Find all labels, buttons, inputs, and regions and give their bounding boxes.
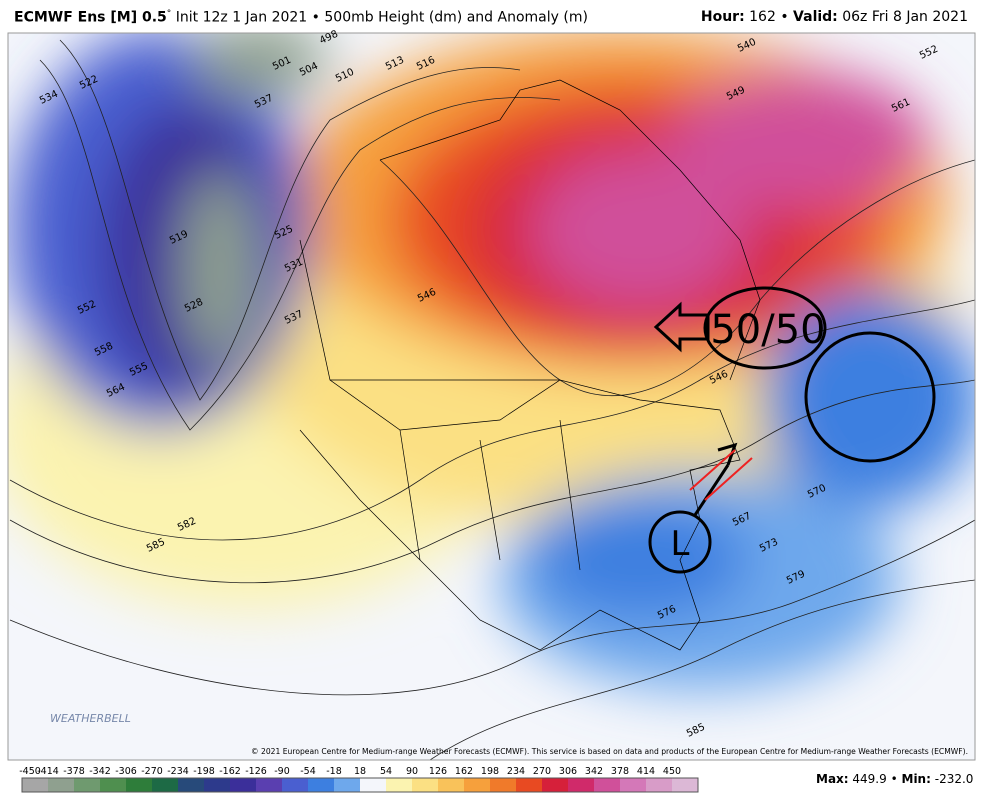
colorbar-swatch — [412, 778, 439, 792]
arrow — [653, 301, 710, 353]
sep: • — [891, 772, 898, 786]
low-circle-small — [648, 510, 712, 574]
low-label: L — [671, 524, 690, 564]
logo: WEATHERBELL — [50, 712, 131, 725]
colorbar-swatch — [542, 778, 569, 792]
header: ECMWF Ens [M] 0.5° Init 12z 1 Jan 2021 •… — [0, 0, 984, 32]
colorbar-swatch — [386, 778, 413, 792]
colorbar-tick-label: -342 — [89, 766, 111, 777]
colorbar-swatch — [438, 778, 465, 792]
colorbar-swatch — [282, 778, 309, 792]
colorbar-swatch — [126, 778, 153, 792]
colorbar-tick-label: -126 — [245, 766, 267, 777]
max: 449.9 — [852, 772, 886, 786]
colorbar-tick-label: 306 — [559, 766, 577, 777]
header-right: Hour: 162 • Valid: 06z Fri 8 Jan 2021 — [701, 9, 968, 25]
footer: Max: 449.9 • Min: -232.0 — [816, 772, 973, 786]
colorbar-tick-label: 126 — [429, 766, 447, 777]
colorbar: -450-414 -378 -342 -306 -270 -234 -198 -162 -126… — [19, 766, 699, 793]
min-label: Min: — [902, 772, 931, 786]
colorbar-swatch — [308, 778, 335, 792]
map — [8, 33, 975, 760]
map-frame — [7, 32, 976, 761]
colorbar-swatch — [594, 778, 621, 792]
colorbar-tick-label: -198 — [193, 766, 215, 777]
colorbar-tick-label: 342 — [585, 766, 603, 777]
colorbar-tick-label: -18 — [326, 766, 342, 777]
colorbar-swatch — [230, 778, 257, 792]
colorbar-swatch — [360, 778, 387, 792]
colorbar-swatch — [334, 778, 361, 792]
colorbar-swatch — [646, 778, 673, 792]
colorbar-swatch — [204, 778, 231, 792]
colorbar-frame — [21, 777, 699, 793]
colorbar-tick-label: -306 — [115, 766, 137, 777]
colorbar-tick-label: -54 — [300, 766, 316, 777]
annotations: 50/50 L WEATHERBELL © 2021 European Cent… — [50, 286, 968, 756]
low-circle — [804, 331, 936, 463]
colorbar-tick-label: 378 — [611, 766, 629, 777]
colorbar-tick-label: 450 — [663, 766, 681, 777]
colorbar-swatch — [178, 778, 205, 792]
colorbar-swatch — [568, 778, 595, 792]
valid-label: Valid: — [793, 9, 838, 25]
model: ECMWF Ens [M] 0.5 — [14, 9, 167, 26]
colorbar-swatch — [100, 778, 127, 792]
colorbar-swatch — [152, 778, 179, 792]
colorbar-tick-label: 198 — [481, 766, 499, 777]
colorbar-swatch — [22, 778, 49, 792]
colorbar-swatch — [490, 778, 517, 792]
colorbar-tick-label: -414 — [37, 766, 59, 777]
colorbar-swatch — [74, 778, 101, 792]
sep: • — [311, 9, 320, 26]
contours — [9, 39, 975, 760]
colorbar-swatch — [256, 778, 283, 792]
min: -232.0 — [935, 772, 974, 786]
colorbar-swatch — [464, 778, 491, 792]
hour-label: Hour: — [700, 9, 745, 25]
colorbar-tick-label: 90 — [406, 766, 418, 777]
colorbar-tick-label: -90 — [274, 766, 290, 777]
colorbar-swatch — [48, 778, 75, 792]
colorbar-tick-label: 270 — [533, 766, 551, 777]
colorbar-tick-label: -270 — [141, 766, 163, 777]
colorbar-swatch — [672, 778, 699, 792]
valid: 06z Fri 8 Jan 2021 — [842, 9, 968, 25]
colorbar-tick-label: 234 — [507, 766, 525, 777]
colorbar-tick-label: -234 — [167, 766, 189, 777]
colorbar-tick-label: 54 — [380, 766, 392, 777]
colorbar-tick-label: -450 — [19, 766, 41, 777]
colorbar-swatch — [620, 778, 647, 792]
header-left: ECMWF Ens [M] 0.5° Init 12z 1 Jan 2021 •… — [14, 9, 588, 26]
fifty-label: 50/50 — [710, 307, 825, 353]
sep: • — [780, 9, 789, 25]
colorbar-tick-label: 414 — [637, 766, 655, 777]
colorbar-tick-label: -378 — [63, 766, 85, 777]
track-arrow — [693, 442, 738, 516]
fifty-ellipse — [703, 286, 827, 370]
degree: ° — [166, 9, 172, 19]
init: Init 12z 1 Jan 2021 — [175, 9, 308, 26]
colorbar-tick-label: 162 — [455, 766, 473, 777]
colorbar-tick-label: -162 — [219, 766, 241, 777]
colorbar-tick-label: 18 — [354, 766, 366, 777]
red-lines — [689, 449, 753, 501]
colorbar-swatch — [516, 778, 543, 792]
max-label: Max: — [816, 772, 849, 786]
field: 500mb Height (dm) and Anomaly (m) — [324, 9, 588, 26]
hour: 162 — [749, 9, 776, 25]
copyright: © 2021 European Centre for Medium-range … — [251, 747, 968, 756]
